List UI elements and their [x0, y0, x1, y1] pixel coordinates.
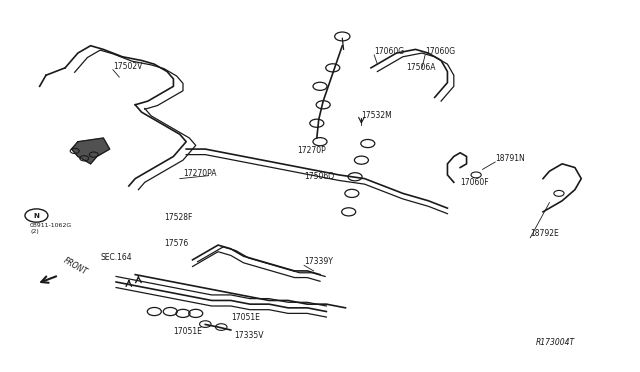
- Text: R173004T: R173004T: [536, 339, 575, 347]
- Text: 17060F: 17060F: [460, 178, 489, 187]
- Text: 17528F: 17528F: [164, 213, 192, 222]
- Text: SEC.164: SEC.164: [100, 253, 132, 263]
- Polygon shape: [72, 138, 109, 164]
- Text: 18791N: 18791N: [495, 154, 525, 163]
- Text: 18792E: 18792E: [531, 230, 559, 238]
- Text: 17270PA: 17270PA: [183, 169, 216, 177]
- Text: 17506Q: 17506Q: [304, 172, 334, 181]
- Text: N: N: [33, 212, 40, 218]
- Text: 08911-1062G
(2): 08911-1062G (2): [30, 223, 72, 234]
- Text: 17576: 17576: [164, 239, 188, 248]
- Text: 17506A: 17506A: [406, 63, 436, 72]
- Text: FRONT: FRONT: [62, 256, 89, 276]
- Text: 17502V: 17502V: [113, 61, 142, 71]
- Text: 17339Y: 17339Y: [304, 257, 333, 266]
- Text: 17051E: 17051E: [231, 312, 260, 321]
- Text: 17051E: 17051E: [173, 327, 202, 336]
- Text: 17060G: 17060G: [425, 47, 455, 56]
- Text: 17335V: 17335V: [234, 331, 264, 340]
- Text: 17532M: 17532M: [362, 111, 392, 121]
- Text: 17270P: 17270P: [298, 147, 326, 155]
- Text: 17060G: 17060G: [374, 47, 404, 56]
